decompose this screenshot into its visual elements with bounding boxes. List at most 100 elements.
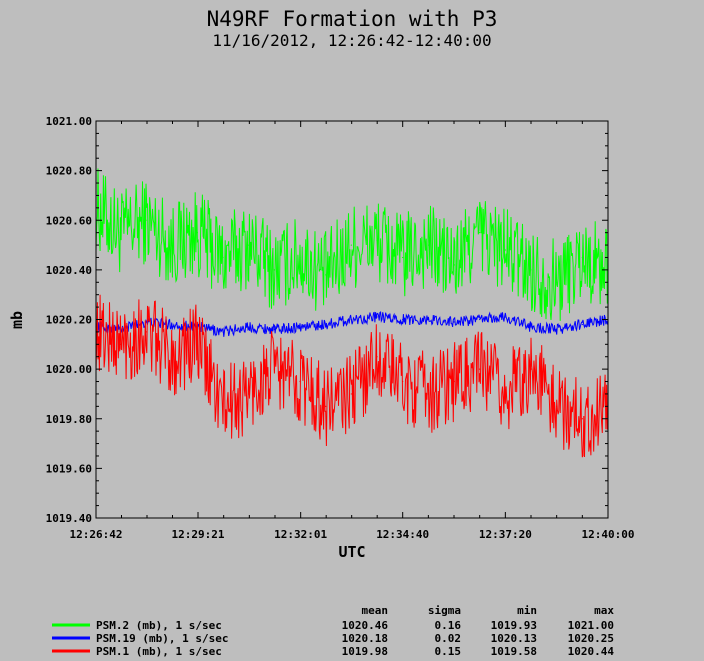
data-point — [299, 326, 301, 328]
y-tick-label: 1020.40 — [46, 264, 92, 277]
data-point — [504, 316, 506, 318]
y-axis-label: mb — [8, 311, 26, 329]
stats-header: max — [594, 604, 614, 617]
data-point — [350, 393, 352, 395]
data-point — [556, 281, 558, 283]
data-point — [119, 232, 121, 234]
data-point — [145, 219, 147, 221]
data-point — [248, 244, 250, 246]
data-point — [196, 232, 198, 234]
x-tick-label: 12:26:42 — [70, 528, 123, 541]
legend-label: PSM.1 (mb), 1 s/sec — [96, 645, 222, 658]
data-point — [325, 405, 327, 407]
data-point — [171, 244, 173, 246]
data-point — [453, 380, 455, 383]
tick-layer: 1019.40 1019.60 1019.80 1020.00 1020.20 1020.… — [46, 115, 635, 541]
data-point — [504, 249, 506, 251]
y-tick-label: 1019.80 — [46, 413, 92, 426]
stats-value: 1019.93 — [491, 619, 537, 632]
y-tick-label: 1019.40 — [46, 512, 92, 525]
stats-value: 1021.00 — [568, 619, 614, 632]
stats-value: 1019.98 — [342, 645, 388, 658]
data-point — [402, 256, 404, 259]
stats-value: 1020.13 — [491, 632, 537, 645]
y-tick-label: 1020.20 — [46, 314, 92, 327]
stats-header: sigma — [428, 604, 461, 617]
data-point — [350, 318, 352, 321]
stats-value: 0.15 — [435, 645, 462, 658]
x-axis-label: UTC — [338, 543, 365, 561]
data-point — [581, 323, 583, 326]
data-point — [299, 380, 301, 383]
data-point — [222, 331, 224, 333]
stats-value: 1020.44 — [568, 645, 615, 658]
data-point — [479, 318, 481, 321]
legend: mean sigma min max PSM.2 (mb), 1 s/sec 1020.4… — [52, 604, 614, 658]
y-tick-label: 1020.80 — [46, 165, 92, 178]
data-point — [479, 368, 481, 370]
stats-value: 1020.25 — [568, 632, 614, 645]
stats-value: 1020.18 — [342, 632, 388, 645]
series-line — [95, 311, 609, 337]
x-tick-label: 12:40:00 — [582, 528, 635, 541]
series-line — [95, 294, 609, 458]
data-point — [222, 256, 224, 259]
y-tick-label: 1019.60 — [46, 462, 92, 475]
data-point — [119, 343, 121, 345]
data-point — [479, 232, 481, 234]
data-point — [350, 244, 352, 246]
data-point — [222, 405, 224, 407]
data-point — [556, 328, 558, 331]
data-point — [248, 326, 250, 328]
stats-header: mean — [362, 604, 389, 617]
data-point — [273, 328, 275, 331]
data-point — [325, 274, 327, 276]
data-point — [530, 368, 532, 370]
series-line — [95, 168, 609, 321]
data-point — [530, 269, 532, 271]
x-tick-label: 12:34:40 — [376, 528, 429, 541]
stats-header: min — [517, 604, 537, 617]
data-point — [402, 318, 404, 321]
chart-subtitle: 11/16/2012, 12:26:42-12:40:00 — [212, 31, 491, 50]
series-layer — [95, 168, 609, 458]
legend-label: PSM.2 (mb), 1 s/sec — [96, 619, 222, 632]
stats-value: 0.02 — [435, 632, 462, 645]
data-point — [299, 256, 301, 259]
data-point — [581, 418, 583, 420]
data-point — [581, 256, 583, 259]
data-point — [376, 356, 378, 358]
legend-label: PSM.19 (mb), 1 s/sec — [96, 632, 228, 645]
data-point — [248, 393, 250, 395]
data-point — [402, 380, 404, 383]
data-point — [325, 323, 327, 326]
plot-frame — [95, 120, 609, 519]
data-point — [453, 321, 455, 323]
data-point — [376, 239, 378, 241]
y-tick-label: 1020.60 — [46, 214, 92, 227]
chart-title: N49RF Formation with P3 — [207, 7, 498, 31]
x-tick-label: 12:37:20 — [479, 528, 532, 541]
data-point — [427, 393, 429, 395]
data-point — [273, 368, 275, 370]
stats-value: 1020.46 — [342, 619, 389, 632]
data-point — [453, 264, 455, 266]
stats-value: 0.16 — [435, 619, 462, 632]
data-point — [427, 244, 429, 246]
data-point — [427, 318, 429, 321]
data-point — [145, 331, 147, 333]
data-point — [171, 323, 173, 326]
x-tick-label: 12:29:21 — [172, 528, 225, 541]
data-point — [556, 405, 558, 407]
stats-value: 1019.58 — [491, 645, 537, 658]
data-point — [196, 343, 198, 345]
data-point — [376, 316, 378, 318]
data-point — [530, 326, 532, 328]
data-point — [273, 269, 275, 271]
data-point — [504, 393, 506, 395]
y-tick-label: 1021.00 — [46, 115, 92, 128]
y-tick-label: 1020.00 — [46, 363, 92, 376]
x-tick-label: 12:32:01 — [274, 528, 327, 541]
data-point — [171, 356, 173, 358]
